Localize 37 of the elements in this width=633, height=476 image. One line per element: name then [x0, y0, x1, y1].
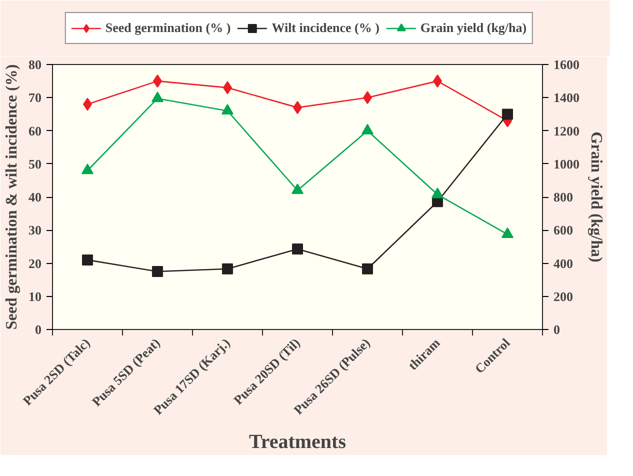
y-tick-label: 60 [28, 123, 42, 138]
y-tick-label: 40 [28, 190, 42, 204]
point [502, 227, 514, 238]
point [362, 263, 373, 274]
point [222, 104, 234, 115]
y2-tick-label: 1200 [554, 123, 580, 138]
point [82, 254, 93, 266]
point [432, 188, 444, 198]
y-tick-label: 80 [28, 57, 42, 72]
y-tick-label: 30 [28, 222, 42, 238]
legend-label: Seed germination (% ) [105, 20, 231, 36]
y2-tick-label: 0 [554, 322, 560, 337]
y2-tick-label: 1600 [554, 57, 580, 72]
legend-label: Wilt incidence (% ) [272, 20, 380, 36]
point [292, 184, 304, 194]
y-tick-label: 70 [28, 90, 42, 106]
y2-axis-title: Grain yield (kg/ha) [588, 132, 604, 262]
point [222, 263, 233, 274]
y2-tick-label: 1000 [554, 156, 580, 172]
point [292, 244, 303, 255]
point [152, 92, 164, 102]
point [152, 266, 163, 278]
y-tick-label: 20 [28, 256, 42, 271]
y2-tick-label: 800 [554, 190, 573, 204]
y-axis-title: Seed germination & wilt incidence (%) [4, 64, 20, 330]
point [502, 108, 513, 120]
legend-label: Grain yield (kg/ha) [420, 20, 527, 36]
y-tick-label: 10 [28, 288, 42, 304]
point [82, 164, 94, 174]
y-tick-label: 50 [28, 156, 42, 172]
y2-tick-label: 200 [554, 288, 573, 304]
point [362, 124, 374, 134]
y2-tick-label: 1400 [554, 90, 580, 106]
y2-tick-label: 600 [554, 222, 573, 238]
y2-tick-label: 400 [554, 256, 573, 271]
y-tick-label: 0 [35, 322, 42, 337]
x-axis-title: Treatments [248, 430, 346, 453]
